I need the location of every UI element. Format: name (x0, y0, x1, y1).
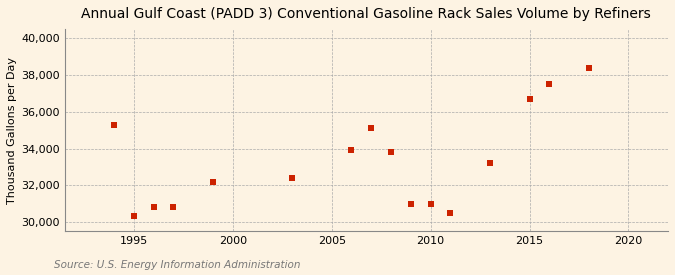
Point (485, 161, 495, 165)
Title: Annual Gulf Coast (PADD 3) Conventional Gasoline Rack Sales Volume by Refiners: Annual Gulf Coast (PADD 3) Conventional … (82, 7, 651, 21)
Point (148, 205, 159, 210)
Y-axis label: Thousand Gallons per Day: Thousand Gallons per Day (7, 57, 17, 204)
Point (425, 201, 436, 206)
Point (128, 214, 139, 219)
Point (168, 205, 179, 210)
Point (208, 179, 219, 184)
Point (385, 150, 396, 154)
Point (524, 97, 535, 101)
Point (544, 82, 555, 86)
Point (445, 211, 456, 215)
Point (346, 148, 357, 153)
Text: Source: U.S. Energy Information Administration: Source: U.S. Energy Information Administ… (54, 260, 300, 270)
Point (109, 122, 119, 127)
Point (583, 65, 594, 70)
Point (366, 126, 377, 130)
Point (287, 176, 298, 180)
Point (406, 201, 416, 206)
